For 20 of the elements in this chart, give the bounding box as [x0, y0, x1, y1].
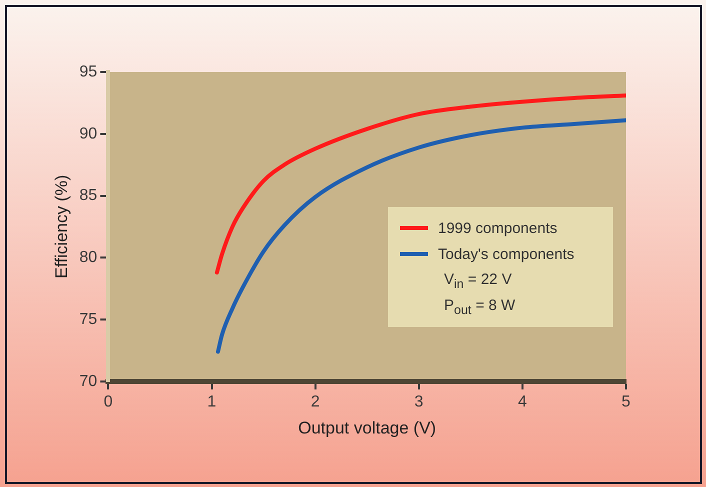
y-tick-label: 80: [79, 249, 98, 266]
x-axis-title: Output voltage (V): [298, 418, 436, 438]
legend-label: Today's components: [438, 246, 574, 262]
annotation: V$_{in}$ = 22 V: [444, 270, 513, 293]
y-tick-label: 90: [79, 125, 98, 142]
legend-label: 1999 components: [438, 220, 558, 236]
x-tick-label: 4: [518, 393, 527, 410]
x-tick-label: 0: [104, 393, 113, 410]
x-tick-label: 2: [310, 393, 320, 410]
line-series: [214, 94, 626, 274]
annotation: P$_{out}$ = 8 W: [444, 296, 516, 319]
y-tick-label: 95: [79, 63, 98, 80]
y-tick-label: 70: [79, 372, 98, 390]
x-tick-label: 1: [207, 393, 216, 410]
line-series: [216, 118, 626, 354]
y-tick-label: 85: [79, 187, 98, 204]
y-axis-title: Efficiency (%): [52, 174, 71, 279]
x-tick-label: 3: [414, 393, 424, 410]
x-tick-label: 5: [622, 393, 631, 410]
y-tick-label: 75: [79, 310, 98, 328]
